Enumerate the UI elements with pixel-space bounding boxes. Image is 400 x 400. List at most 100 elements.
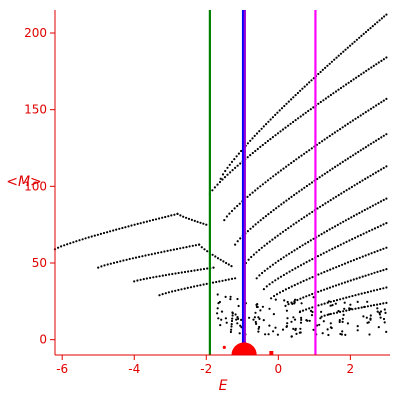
data-point [265, 285, 268, 288]
data-point [372, 106, 375, 109]
data-point [333, 131, 336, 134]
data-point [327, 333, 330, 337]
data-point [344, 124, 347, 127]
data-point [310, 147, 313, 150]
data-point [342, 242, 345, 245]
data-point [112, 261, 116, 264]
data-point [237, 304, 240, 308]
data-point [290, 161, 293, 165]
data-point [176, 212, 179, 215]
data-point [327, 200, 330, 203]
data-point [347, 81, 350, 84]
data-point [252, 225, 255, 228]
data-point [378, 313, 381, 316]
data-point [300, 188, 303, 191]
data-point [326, 287, 329, 290]
data-point [191, 244, 194, 247]
data-point [193, 269, 196, 272]
data-point [158, 294, 161, 297]
data-point [221, 178, 224, 181]
data-point [234, 277, 237, 280]
data-point [281, 328, 285, 331]
data-point [121, 226, 124, 230]
data-point [211, 281, 215, 284]
data-point [259, 309, 262, 312]
data-point [297, 219, 300, 222]
data-point [305, 184, 308, 188]
data-point [311, 210, 314, 214]
data-point [256, 305, 259, 309]
data-point [379, 287, 382, 291]
data-point [145, 277, 148, 280]
data-point [219, 177, 222, 180]
data-point [342, 190, 346, 193]
data-point [359, 234, 362, 237]
data-point [179, 214, 182, 217]
data-point [312, 237, 315, 240]
data-point [376, 303, 379, 306]
data-point [226, 173, 229, 176]
data-point [354, 236, 357, 239]
data-point [218, 300, 221, 304]
data-point [339, 298, 342, 301]
data-point [75, 240, 78, 243]
data-point [324, 97, 327, 100]
data-point [230, 328, 233, 331]
data-point [182, 246, 185, 249]
data-point [219, 324, 222, 327]
data-point [198, 243, 201, 246]
data-point [323, 231, 326, 234]
data-point [357, 293, 360, 296]
data-point [287, 124, 290, 127]
data-point [239, 237, 242, 240]
data-point [356, 329, 359, 332]
data-point [350, 80, 353, 83]
data-point [106, 231, 109, 234]
data-point [364, 177, 367, 180]
data-point [354, 294, 357, 297]
data-point [358, 256, 361, 259]
data-point [382, 134, 385, 137]
data-point [380, 59, 383, 63]
data-point [254, 223, 257, 226]
data-point [281, 128, 285, 131]
data-point [383, 308, 386, 311]
data-point [147, 253, 150, 256]
y-tick-label: 200 [24, 26, 47, 40]
data-point [277, 259, 280, 262]
data-point [190, 218, 193, 221]
data-point [246, 142, 249, 145]
data-point [127, 225, 130, 228]
data-point [330, 60, 333, 63]
data-point [279, 275, 283, 278]
data-point [362, 32, 365, 36]
data-point [213, 186, 216, 189]
data-point [385, 222, 388, 225]
data-point [345, 189, 348, 192]
data-point [349, 155, 352, 158]
data-point [377, 326, 380, 329]
data-point [374, 203, 377, 206]
data-point [365, 231, 368, 234]
data-point [356, 325, 359, 328]
data-point [180, 271, 183, 274]
data-point [254, 149, 257, 153]
data-point [308, 259, 311, 262]
data-point [385, 133, 388, 136]
data-point [305, 214, 308, 217]
data-point [385, 56, 388, 59]
data-point [385, 286, 388, 289]
data-point [218, 280, 221, 283]
x-tick-label: -6 [56, 362, 68, 376]
data-point [326, 269, 329, 272]
data-point [290, 98, 293, 101]
data-point [289, 225, 293, 228]
data-point [308, 149, 311, 152]
data-point [382, 287, 385, 290]
data-point [287, 227, 290, 230]
data-point [142, 278, 145, 281]
data-point [255, 322, 258, 325]
data-point [303, 186, 306, 189]
data-point [302, 296, 305, 299]
data-point [328, 286, 332, 289]
